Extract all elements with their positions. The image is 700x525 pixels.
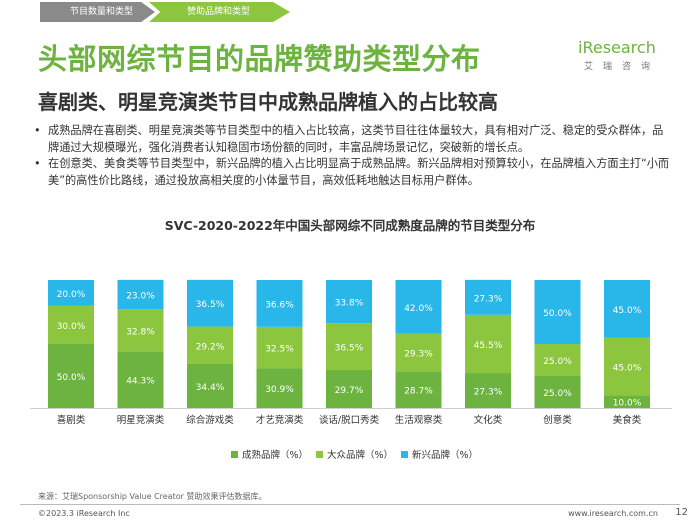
bar-segment [465, 314, 511, 374]
footer-divider [20, 504, 680, 505]
legend-label: 成熟品牌（%） [242, 449, 308, 461]
bar-segment [117, 351, 164, 408]
bar-segment [256, 326, 303, 369]
bar-segment [117, 279, 164, 310]
data-label: 32.5% [265, 345, 294, 355]
data-label: 50.0% [57, 373, 86, 383]
bar-segment [326, 323, 372, 370]
data-label: 36.5% [335, 344, 364, 354]
page-title: 头部网综节目的品牌赞助类型分布 [38, 42, 481, 76]
bar-segment [326, 369, 372, 408]
iresearch-logo: iResearch 艾瑞咨询 [578, 38, 668, 72]
bar-segment [187, 363, 233, 408]
category-label: 谈话/脱口秀类 [319, 414, 380, 426]
data-label: 10.0% [613, 399, 642, 409]
legend-swatch [401, 451, 408, 458]
data-label: 32.8% [126, 327, 155, 337]
bar-segment [604, 395, 650, 408]
bar-segment [48, 305, 94, 344]
bar-segment [326, 280, 372, 324]
legend-label: 大众品牌（%） [327, 449, 393, 461]
data-label: 25.0% [543, 389, 572, 399]
data-label: 34.4% [196, 383, 225, 393]
data-label: 36.6% [265, 300, 294, 310]
data-label: 45.0% [613, 363, 642, 373]
category-label: 文化类 [474, 414, 503, 426]
data-label: 45.0% [613, 306, 642, 316]
data-label: 30.0% [57, 322, 86, 332]
page-subtitle: 喜剧类、明星竞演类节目中成熟品牌植入的占比较高 [38, 90, 498, 114]
data-label: 28.7% [404, 387, 433, 397]
tab-program-types[interactable]: 节目数量和类型 [40, 2, 156, 22]
data-label: 20.0% [57, 290, 86, 300]
data-label: 36.5% [196, 300, 225, 310]
bar-segment [465, 373, 511, 408]
category-label: 美食类 [613, 414, 642, 426]
bar-segment [604, 337, 650, 396]
bar-segment [256, 280, 303, 327]
category-label: 创意类 [543, 414, 572, 426]
bar-segment [534, 344, 581, 376]
data-label: 33.8% [335, 299, 364, 309]
data-label: 45.5% [474, 341, 503, 351]
bar-segment [48, 280, 94, 306]
bar-segment [534, 280, 581, 344]
data-label: 27.3% [474, 294, 503, 304]
copyright: ©2023.3 iResearch Inc [38, 509, 130, 518]
category-label: 明星竞演类 [117, 414, 165, 426]
chart-title: SVC-2020-2022年中国头部网综不同成熟度品牌的节目类型分布 [164, 218, 536, 233]
bullet-marker: • [34, 157, 41, 170]
data-label: 29.7% [335, 386, 364, 396]
data-label: 30.9% [265, 385, 294, 395]
bar-segment [187, 279, 233, 327]
bar-segment [48, 344, 94, 408]
category-label: 综合游戏类 [186, 414, 234, 426]
bullet-item: • 成熟品牌在喜剧类、明星竞演类等节目类型中的植入占比较高，这类节目往往体量较大… [34, 123, 674, 156]
legend-swatch [316, 451, 323, 458]
logo-sub-text: 艾瑞咨询 [584, 62, 661, 72]
category-label: 喜剧类 [57, 414, 86, 426]
data-label: 29.3% [404, 350, 433, 360]
bar-segment [395, 371, 442, 408]
section-tabs: 节目数量和类型 赞助品牌和类型 [40, 2, 291, 22]
data-label: 50.0% [543, 309, 572, 319]
bullet-marker: • [34, 124, 41, 137]
stacked-bar-chart: 50.0% 30.0% 20.0% 喜剧类 44.3% 32.8% 23.0% 明星竞演类 34… [30, 279, 672, 461]
bar-segment [395, 333, 442, 372]
tab-sponsor-brands[interactable]: 赞助品牌和类型 [149, 2, 291, 22]
bar-segment [117, 309, 164, 352]
data-label: 42.0% [404, 304, 433, 314]
bar-segment [256, 368, 303, 408]
bar-segment [604, 280, 650, 338]
data-label: 27.3% [474, 388, 503, 398]
source-note: 来源：艾瑞Sponsorship Value Creator 赞助效果评估数据库… [38, 492, 267, 501]
bullet-item: • 在创意类、美食类等节目类型中，新兴品牌的植入占比明显高于成熟品牌。新兴品牌相… [34, 156, 674, 189]
data-label: 25.0% [543, 357, 572, 367]
bar-segment [465, 279, 511, 315]
legend-label: 新兴品牌（%） [412, 449, 478, 461]
footer-url[interactable]: www.iresearch.com.cn [568, 509, 658, 518]
data-label: 44.3% [126, 377, 155, 387]
bar-segment [187, 326, 233, 364]
bullet-text: 在创意类、美食类等节目类型中，新兴品牌的植入占比明显高于成熟品牌。新兴品牌相对预… [48, 157, 670, 187]
bullet-text: 成熟品牌在喜剧类、明星竞演类等节目类型中的植入占比较高，这类节目往往体量较大，具… [48, 124, 664, 154]
logo-main-text: iResearch [578, 38, 656, 57]
data-label: 29.2% [196, 342, 225, 352]
bullet-list: • 成熟品牌在喜剧类、明星竞演类等节目类型中的植入占比较高，这类节目往往体量较大… [34, 123, 674, 189]
category-label: 生活观察类 [395, 414, 443, 426]
category-label: 才艺竞演类 [256, 414, 304, 426]
page-number: 12 [675, 507, 688, 518]
legend-swatch [231, 451, 238, 458]
bar-segment [395, 280, 442, 334]
data-label: 23.0% [126, 292, 155, 302]
bar-segment [534, 376, 581, 408]
